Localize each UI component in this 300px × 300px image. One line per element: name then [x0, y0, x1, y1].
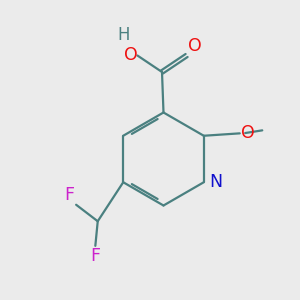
Text: F: F	[64, 185, 74, 203]
Text: F: F	[90, 247, 100, 265]
Text: O: O	[188, 37, 202, 55]
Text: H: H	[118, 26, 130, 44]
Text: N: N	[209, 173, 222, 191]
Text: O: O	[124, 46, 137, 64]
Text: O: O	[241, 124, 255, 142]
